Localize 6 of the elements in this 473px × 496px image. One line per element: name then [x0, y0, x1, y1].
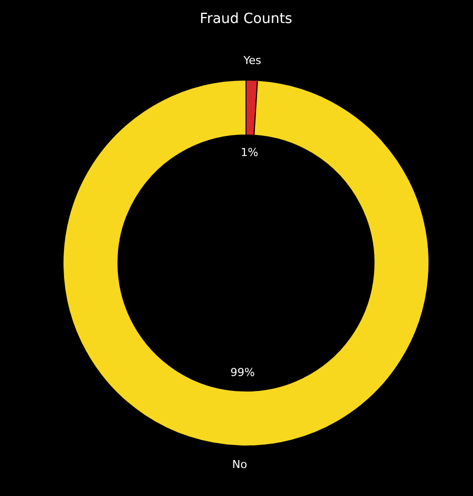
- chart-title: Fraud Counts: [200, 11, 292, 27]
- data-label: 99%: [230, 366, 255, 379]
- data-label: 1%: [240, 146, 258, 160]
- slice-label: Yes: [242, 54, 262, 68]
- donut-slice: [62, 80, 430, 446]
- slice-label: No: [232, 458, 248, 471]
